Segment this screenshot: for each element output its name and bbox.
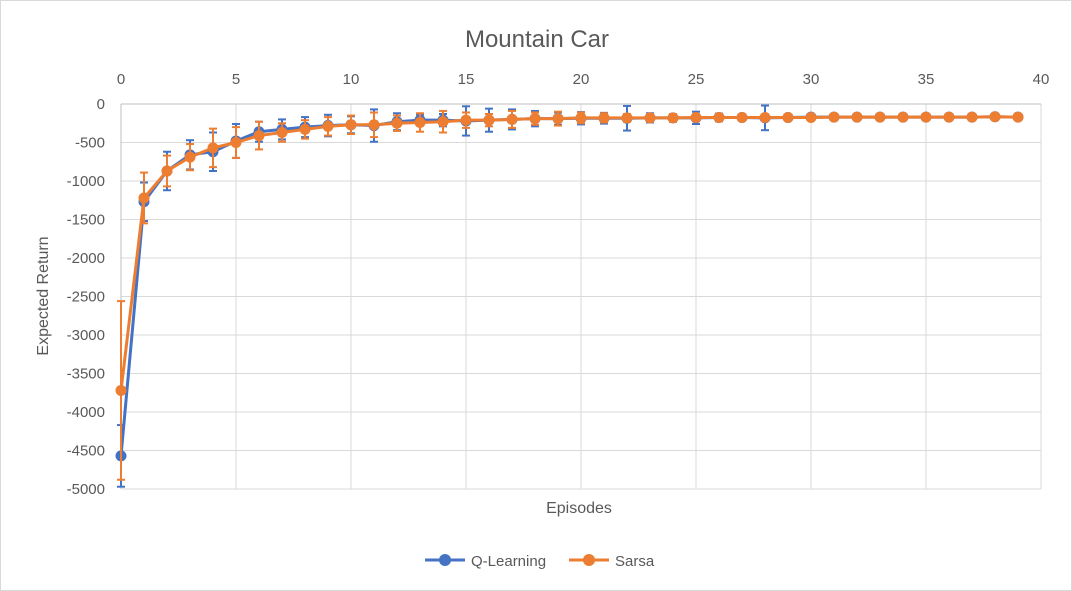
data-point <box>391 117 403 129</box>
x-tick-label: 10 <box>343 71 360 88</box>
y-axis-title: Expected Return <box>35 236 52 355</box>
x-tick-label: 20 <box>573 71 590 88</box>
data-point <box>920 111 932 123</box>
data-point <box>552 113 564 125</box>
data-point <box>736 111 748 123</box>
y-tick-label: -3500 <box>67 366 105 383</box>
legend-swatch-q-learning-marker <box>439 554 451 566</box>
data-point <box>138 192 150 204</box>
data-point <box>115 384 127 396</box>
data-point <box>598 112 610 124</box>
data-point <box>759 111 771 123</box>
legend-item-q-learning: Q-Learning <box>425 553 546 570</box>
y-tick-label: -1500 <box>67 212 105 229</box>
error-bars-sarsa <box>117 109 1022 481</box>
series-sarsa <box>115 109 1024 481</box>
data-point <box>897 111 909 123</box>
data-point <box>414 116 426 128</box>
data-point <box>437 116 449 128</box>
y-tick-label: -1000 <box>67 173 105 190</box>
data-point <box>506 113 518 125</box>
y-tick-label: -4000 <box>67 404 105 421</box>
data-point <box>368 119 380 131</box>
x-tick-labels: 0 5 10 15 20 25 30 35 40 <box>117 71 1050 88</box>
data-point <box>690 111 702 123</box>
legend-item-sarsa: Sarsa <box>569 553 655 570</box>
data-point <box>276 126 288 138</box>
data-point <box>667 112 679 124</box>
data-point <box>966 111 978 123</box>
series-layer <box>115 104 1024 488</box>
legend-swatch-sarsa-marker <box>583 554 595 566</box>
y-tick-label: -5000 <box>67 481 105 498</box>
legend: Q-Learning Sarsa <box>425 553 655 570</box>
data-point <box>644 112 656 124</box>
x-axis-title: Episodes <box>546 500 612 517</box>
x-tick-label: 5 <box>232 71 240 88</box>
data-point <box>483 114 495 126</box>
legend-label-q-learning: Q-Learning <box>471 553 546 570</box>
x-tick-label: 0 <box>117 71 125 88</box>
data-point <box>460 114 472 126</box>
gridlines <box>120 103 1042 490</box>
legend-label-sarsa: Sarsa <box>615 553 655 570</box>
data-point <box>943 111 955 123</box>
data-point <box>184 151 196 163</box>
x-tick-label: 25 <box>688 71 705 88</box>
y-tick-label: -2000 <box>67 250 105 267</box>
series-line-q-learning <box>119 115 1019 457</box>
y-tick-label: -4500 <box>67 443 105 460</box>
data-point <box>851 111 863 123</box>
series-line-sarsa <box>119 115 1019 391</box>
x-tick-label: 15 <box>458 71 475 88</box>
x-tick-label: 40 <box>1033 71 1050 88</box>
data-point <box>161 165 173 177</box>
data-point <box>1012 111 1024 123</box>
data-point <box>782 111 794 123</box>
data-point <box>345 119 357 131</box>
data-point <box>207 142 219 154</box>
data-point <box>230 137 242 148</box>
data-point <box>322 120 334 132</box>
chart-title: Mountain Car <box>465 26 609 53</box>
y-tick-label: -3000 <box>67 327 105 344</box>
y-tick-label: 0 <box>97 96 105 113</box>
data-point <box>253 130 265 142</box>
y-tick-label: -2500 <box>67 289 105 306</box>
data-point <box>989 111 1001 123</box>
y-tick-labels: 0 -500 -1000 -1500 -2000 -2500 -3000 -3500 -4000… <box>67 96 105 498</box>
x-tick-label: 35 <box>918 71 935 88</box>
y-tick-label: -500 <box>75 135 105 152</box>
data-point <box>874 111 886 123</box>
data-point <box>828 111 840 123</box>
data-point <box>529 113 541 125</box>
data-point <box>805 111 817 123</box>
x-tick-label: 30 <box>803 71 820 88</box>
data-point <box>713 111 725 123</box>
data-point <box>621 112 633 124</box>
data-point <box>299 123 311 135</box>
data-point <box>575 112 587 124</box>
